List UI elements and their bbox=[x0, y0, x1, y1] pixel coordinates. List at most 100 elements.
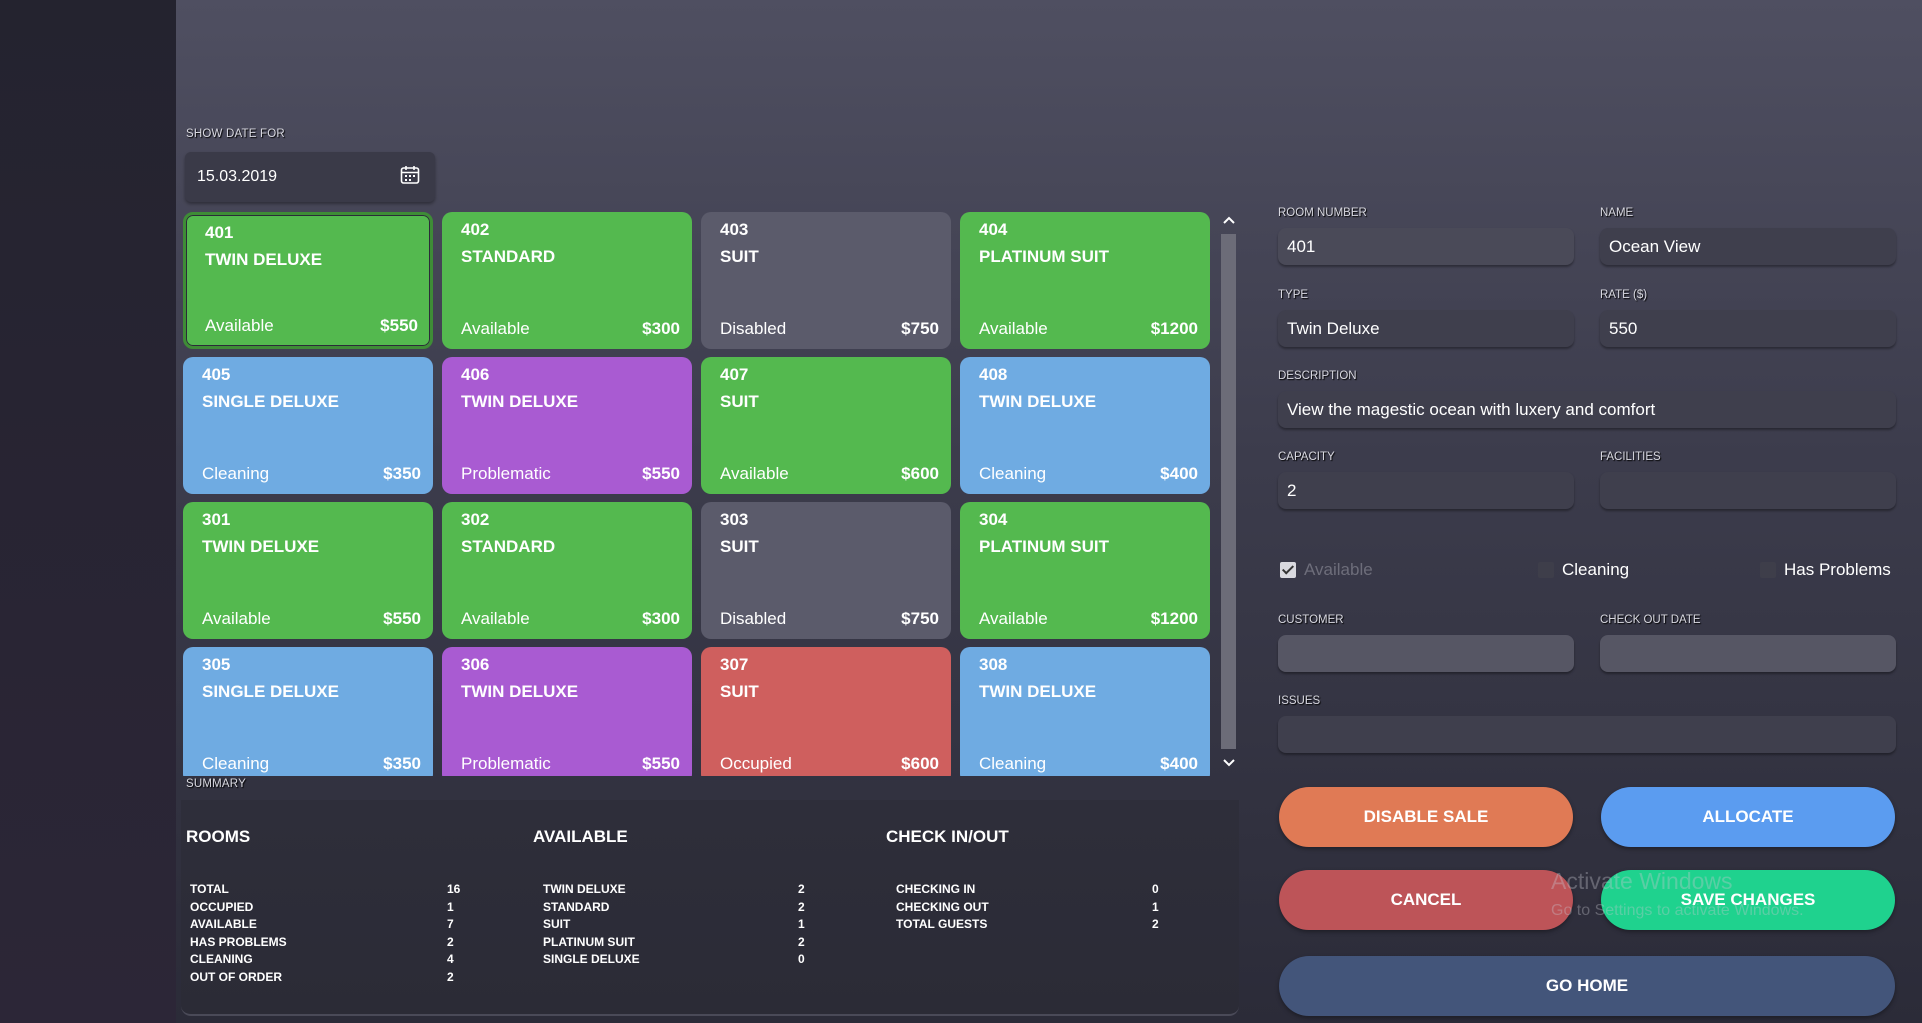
room-grid-scrollbar[interactable] bbox=[1218, 209, 1239, 775]
summary-available-label: STANDARD bbox=[543, 899, 610, 914]
type-value: Twin Deluxe bbox=[1287, 318, 1380, 338]
room-price: $750 bbox=[901, 319, 939, 338]
summary-available-title: AVAILABLE bbox=[533, 827, 628, 846]
room-card-408[interactable]: 408 TWIN DELUXE Cleaning $400 bbox=[960, 357, 1210, 494]
disable-sale-button[interactable]: DISABLE SALE bbox=[1279, 787, 1573, 847]
room-number: 304 bbox=[979, 510, 1008, 529]
description-label: DESCRIPTION bbox=[1278, 370, 1357, 382]
room-card-404[interactable]: 404 PLATINUM SUIT Available $1200 bbox=[960, 212, 1210, 349]
room-type: SUIT bbox=[720, 247, 759, 266]
type-field[interactable]: Twin Deluxe bbox=[1278, 310, 1574, 347]
room-number: 405 bbox=[202, 365, 231, 384]
room-card-308[interactable]: 308 TWIN DELUXE Cleaning $400 bbox=[960, 647, 1210, 776]
room-number: 308 bbox=[979, 655, 1008, 674]
room-card-403[interactable]: 403 SUIT Disabled $750 bbox=[701, 212, 951, 349]
room-status: Available bbox=[979, 319, 1048, 338]
room-number: 303 bbox=[720, 510, 749, 529]
room-grid: 401 TWIN DELUXE Available $550 402 STANDARD Av… bbox=[183, 212, 1211, 776]
date-picker[interactable]: 15.03.2019 bbox=[185, 152, 435, 202]
room-card-407[interactable]: 407 SUIT Available $600 bbox=[701, 357, 951, 494]
go-home-button[interactable]: GO HOME bbox=[1279, 956, 1895, 1016]
has-problems-checkbox-label: Has Problems bbox=[1784, 560, 1891, 579]
facilities-label: FACILITIES bbox=[1600, 451, 1661, 463]
has-problems-checkbox[interactable]: Has Problems bbox=[1760, 560, 1891, 580]
facilities-field[interactable] bbox=[1600, 472, 1896, 509]
room-price: $400 bbox=[1160, 464, 1198, 483]
room-card-402[interactable]: 402 STANDARD Available $300 bbox=[442, 212, 692, 349]
room-status: Problematic bbox=[461, 464, 551, 483]
room-number: 408 bbox=[979, 365, 1008, 384]
save-changes-button[interactable]: SAVE CHANGES bbox=[1601, 870, 1895, 930]
issues-field[interactable] bbox=[1278, 716, 1896, 753]
room-price: $350 bbox=[383, 754, 421, 773]
room-card-304[interactable]: 304 PLATINUM SUIT Available $1200 bbox=[960, 502, 1210, 639]
summary-panel: ROOMS AVAILABLE CHECK IN/OUT TOTAL 16 OCCU… bbox=[181, 800, 1239, 1016]
room-type: TWIN DELUXE bbox=[202, 537, 320, 556]
room-card-306[interactable]: 306 TWIN DELUXE Problematic $550 bbox=[442, 647, 692, 776]
summary-rooms-label: HAS PROBLEMS bbox=[190, 934, 287, 949]
room-number-field[interactable]: 401 bbox=[1278, 228, 1574, 265]
room-price: $300 bbox=[642, 319, 680, 338]
description-value: View the magestic ocean with luxery and … bbox=[1287, 399, 1656, 419]
summary-rooms-value: 2 bbox=[447, 934, 454, 949]
scrollbar-thumb[interactable] bbox=[1221, 234, 1236, 749]
summary-checkinout-label: CHECKING OUT bbox=[896, 899, 989, 914]
summary-available-value: 2 bbox=[798, 934, 805, 949]
name-label: NAME bbox=[1600, 207, 1634, 219]
calendar-icon[interactable] bbox=[399, 164, 421, 191]
customer-field[interactable] bbox=[1278, 635, 1574, 672]
room-status: Problematic bbox=[461, 754, 551, 773]
room-card-406[interactable]: 406 TWIN DELUXE Problematic $550 bbox=[442, 357, 692, 494]
room-status: Available bbox=[202, 609, 271, 628]
room-status: Cleaning bbox=[202, 464, 270, 483]
cancel-button[interactable]: CANCEL bbox=[1279, 870, 1573, 930]
room-status: Disabled bbox=[720, 319, 787, 338]
available-checkbox-label: Available bbox=[1304, 560, 1373, 579]
summary-rooms-title: ROOMS bbox=[186, 827, 251, 846]
room-card-401[interactable]: 401 TWIN DELUXE Available $550 bbox=[183, 212, 433, 349]
checkbox-unchecked-icon[interactable] bbox=[1760, 562, 1776, 578]
checkbox-checked-icon[interactable] bbox=[1280, 562, 1296, 578]
checkbox-unchecked-icon[interactable] bbox=[1538, 562, 1554, 578]
scroll-down-icon[interactable] bbox=[1218, 752, 1239, 774]
checkout-date-field[interactable] bbox=[1600, 635, 1896, 672]
summary-checkinout-value: 0 bbox=[1152, 882, 1159, 896]
room-card-405[interactable]: 405 SINGLE DELUXE Cleaning $350 bbox=[183, 357, 433, 494]
name-field[interactable]: Ocean View bbox=[1600, 228, 1896, 265]
room-price: $600 bbox=[901, 464, 939, 483]
summary-checkinout-label: TOTAL GUESTS bbox=[896, 917, 988, 932]
room-status: Available bbox=[979, 609, 1048, 628]
room-type: PLATINUM SUIT bbox=[979, 537, 1110, 556]
room-card-307[interactable]: 307 SUIT Occupied $600 bbox=[701, 647, 951, 776]
scroll-up-icon[interactable] bbox=[1218, 209, 1239, 231]
room-number: 301 bbox=[202, 510, 231, 529]
room-number: 407 bbox=[720, 365, 749, 384]
activate-windows-subtext: Go to Settings to activate Windows. bbox=[1551, 902, 1804, 919]
room-card-303[interactable]: 303 SUIT Disabled $750 bbox=[701, 502, 951, 639]
summary-available-label: SUIT bbox=[543, 917, 571, 932]
left-sidebar bbox=[0, 0, 176, 1023]
cleaning-checkbox[interactable]: Cleaning bbox=[1538, 560, 1629, 580]
room-price: $550 bbox=[383, 609, 421, 628]
capacity-field[interactable]: 2 bbox=[1278, 472, 1574, 509]
summary-available-value: 1 bbox=[798, 917, 805, 932]
rate-field[interactable]: 550 bbox=[1600, 310, 1896, 347]
name-value: Ocean View bbox=[1609, 236, 1701, 256]
room-number: 302 bbox=[461, 510, 490, 529]
room-card-301[interactable]: 301 TWIN DELUXE Available $550 bbox=[183, 502, 433, 639]
description-field[interactable]: View the magestic ocean with luxery and … bbox=[1278, 391, 1896, 428]
room-number: 402 bbox=[461, 220, 490, 239]
room-card-305[interactable]: 305 SINGLE DELUXE Cleaning $350 bbox=[183, 647, 433, 776]
room-price: $550 bbox=[642, 754, 680, 773]
room-price: $400 bbox=[1160, 754, 1198, 773]
allocate-button[interactable]: ALLOCATE bbox=[1601, 787, 1895, 847]
room-price: $1200 bbox=[1150, 609, 1198, 628]
room-type: STANDARD bbox=[461, 537, 556, 556]
room-status: Cleaning bbox=[979, 464, 1047, 483]
room-status: Disabled bbox=[720, 609, 787, 628]
room-status: Occupied bbox=[720, 754, 792, 773]
room-card-302[interactable]: 302 STANDARD Available $300 bbox=[442, 502, 692, 639]
summary-rooms-value: 4 bbox=[447, 952, 454, 967]
rate-value: 550 bbox=[1609, 318, 1638, 338]
available-checkbox[interactable]: Available bbox=[1280, 560, 1373, 580]
